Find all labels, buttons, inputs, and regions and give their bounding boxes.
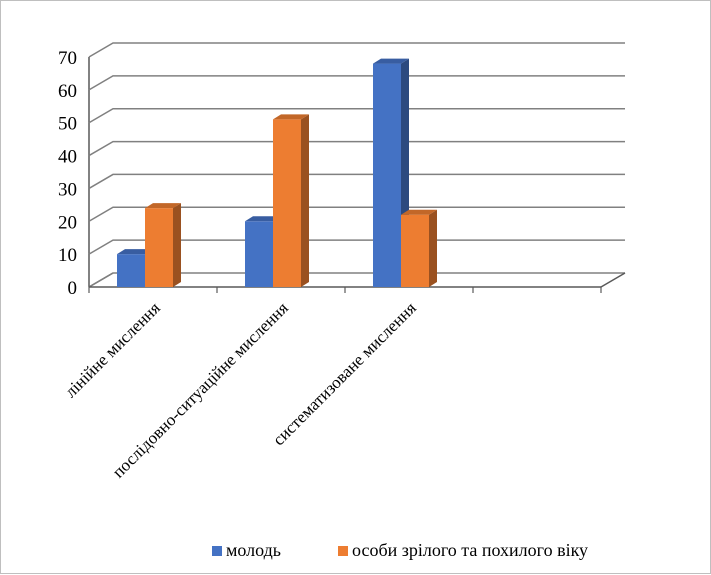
y-tick-label: 40: [58, 147, 77, 168]
legend-label: молодь: [226, 540, 281, 560]
y-tick-labels: 0 10 20 30 40 50 60 70: [58, 48, 77, 299]
y-tick-label: 0: [68, 278, 78, 299]
gridline-40: [88, 140, 625, 157]
y-tick-label: 20: [58, 212, 77, 233]
legend-swatch: [338, 546, 348, 556]
y-tick-label: 10: [58, 245, 77, 266]
axes: [88, 272, 626, 293]
category-label-0: лінійне мислення: [61, 298, 164, 401]
category-label-2: систематизоване мислення: [269, 298, 420, 449]
bar-молодь-2: [373, 58, 409, 288]
y-tick-label: 70: [58, 48, 77, 69]
y-tick-label: 50: [58, 114, 77, 135]
gridline-30: [88, 173, 625, 190]
gridline-50: [88, 107, 625, 124]
gridline-60: [88, 75, 625, 91]
floor-right-edge: [600, 272, 626, 288]
gridline-20: [88, 206, 625, 222]
gridlines: [88, 42, 625, 288]
gridline-70: [88, 42, 625, 58]
gridline-0: [88, 272, 625, 288]
legend-label: особи зрілого та похилого віку: [352, 540, 588, 560]
bar-особи зрілого та похилого віку-2: [401, 209, 437, 287]
bar-особи зрілого та похилого віку-0: [145, 203, 181, 287]
legend-item-0: молодь: [212, 540, 281, 560]
legend-swatch: [212, 546, 222, 556]
y-tick-label: 30: [58, 179, 77, 200]
y-tick-label: 60: [58, 81, 77, 102]
bar-особи зрілого та похилого віку-1: [273, 114, 309, 287]
legend: молодь особи зрілого та похилого віку: [212, 540, 588, 560]
bars: [117, 58, 437, 288]
legend-item-1: особи зрілого та похилого віку: [338, 540, 588, 560]
gridline-10: [88, 239, 625, 255]
